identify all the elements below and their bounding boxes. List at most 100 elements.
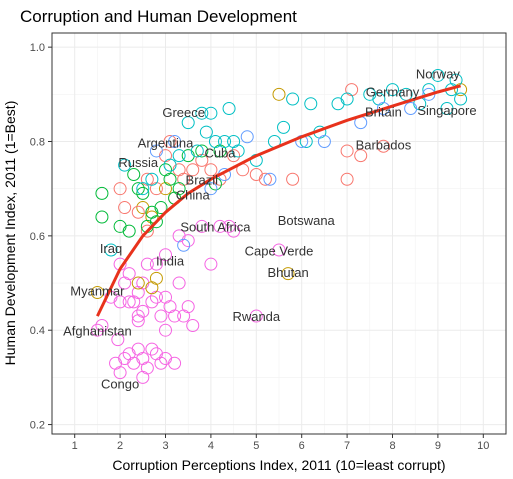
data-point (227, 224, 241, 238)
data-point (190, 144, 204, 158)
data-point (286, 172, 300, 186)
data-point (195, 219, 209, 233)
x-tick-label: 3 (162, 440, 168, 452)
data-point (186, 318, 200, 332)
data-point (145, 342, 159, 356)
data-point (218, 135, 232, 149)
data-point (131, 314, 145, 328)
data-point (199, 125, 213, 139)
point-label: Norway (416, 67, 461, 82)
data-point (431, 68, 445, 82)
point-label: Argentina (138, 135, 194, 150)
data-point (145, 295, 159, 309)
x-tick-label: 1 (72, 440, 78, 452)
data-point (149, 144, 163, 158)
data-point (95, 210, 109, 224)
data-point (95, 186, 109, 200)
x-axis-title: Corruption Perceptions Index, 2011 (10=l… (112, 457, 445, 473)
x-axis-ticks: 1 2 3 4 5 6 7 8 9 10 (72, 434, 489, 452)
data-point (140, 361, 154, 375)
point-label: Barbados (356, 137, 412, 152)
y-tick-label: 0.4 (30, 325, 45, 337)
chart-title: Corruption and Human Development (20, 7, 297, 26)
data-point (131, 309, 145, 323)
point-label: Myanmar (70, 284, 125, 299)
y-axis-ticks: 0.2 0.4 0.6 0.8 1.0 (30, 42, 52, 432)
data-point (131, 205, 145, 219)
point-label: Brazil (186, 173, 219, 188)
point-label: Greece (162, 105, 205, 120)
data-point (204, 257, 218, 271)
data-point (222, 219, 236, 233)
data-point (168, 356, 182, 370)
x-tick-label: 5 (253, 440, 259, 452)
data-point (122, 267, 136, 281)
data-points (90, 68, 468, 384)
point-label: Cuba (204, 145, 236, 160)
data-point (249, 309, 263, 323)
data-point (131, 182, 145, 196)
data-point (90, 285, 104, 299)
data-point (340, 92, 354, 106)
data-point (104, 243, 118, 257)
y-tick-label: 0.6 (30, 231, 45, 243)
point-label: Cape Verde (245, 243, 314, 258)
data-point (163, 172, 177, 186)
data-point (204, 182, 218, 196)
data-point (181, 234, 195, 248)
data-point (149, 347, 163, 361)
data-point (90, 323, 104, 337)
data-point (118, 158, 132, 172)
data-point (145, 172, 159, 186)
x-tick-label: 9 (435, 440, 441, 452)
x-tick-label: 6 (299, 440, 305, 452)
data-point (131, 276, 145, 290)
data-point (272, 87, 286, 101)
data-point (111, 333, 125, 347)
data-point (163, 135, 177, 149)
data-point (304, 97, 318, 111)
data-point (149, 215, 163, 229)
y-tick-label: 0.8 (30, 137, 45, 149)
data-point (258, 172, 272, 186)
data-point (340, 144, 354, 158)
data-point (281, 267, 295, 281)
data-point (159, 248, 172, 262)
data-point (181, 116, 195, 130)
y-tick-label: 1.0 (30, 42, 45, 54)
data-point (113, 295, 127, 309)
data-point (231, 144, 245, 158)
data-point (204, 106, 218, 120)
y-tick-label: 0.2 (30, 420, 45, 432)
data-point (317, 135, 331, 149)
data-point (272, 243, 286, 257)
data-point (159, 323, 172, 337)
data-point (127, 168, 141, 182)
data-point (354, 149, 368, 163)
data-point (172, 149, 186, 163)
data-point (140, 224, 154, 238)
data-point (454, 92, 468, 106)
data-point (186, 163, 200, 177)
data-point (95, 318, 109, 332)
data-point (440, 101, 454, 115)
point-label: Rwanda (232, 309, 280, 324)
data-point (376, 139, 390, 153)
point-label: China (176, 187, 211, 202)
plot-panel-border (51, 32, 507, 435)
grid (52, 33, 506, 434)
data-point (240, 130, 254, 144)
point-label: Bhutan (267, 265, 308, 280)
x-tick-label: 2 (117, 440, 123, 452)
data-point (168, 309, 182, 323)
point-label: Russia (118, 155, 159, 170)
data-point (122, 224, 136, 238)
y-axis-title: Human Development Index, 2011 (1=Best) (2, 101, 18, 366)
x-tick-label: 10 (477, 440, 489, 452)
point-label: South Africa (180, 219, 251, 234)
data-point (195, 144, 209, 158)
data-point (386, 83, 399, 97)
data-point (227, 149, 241, 163)
data-point (195, 106, 209, 120)
